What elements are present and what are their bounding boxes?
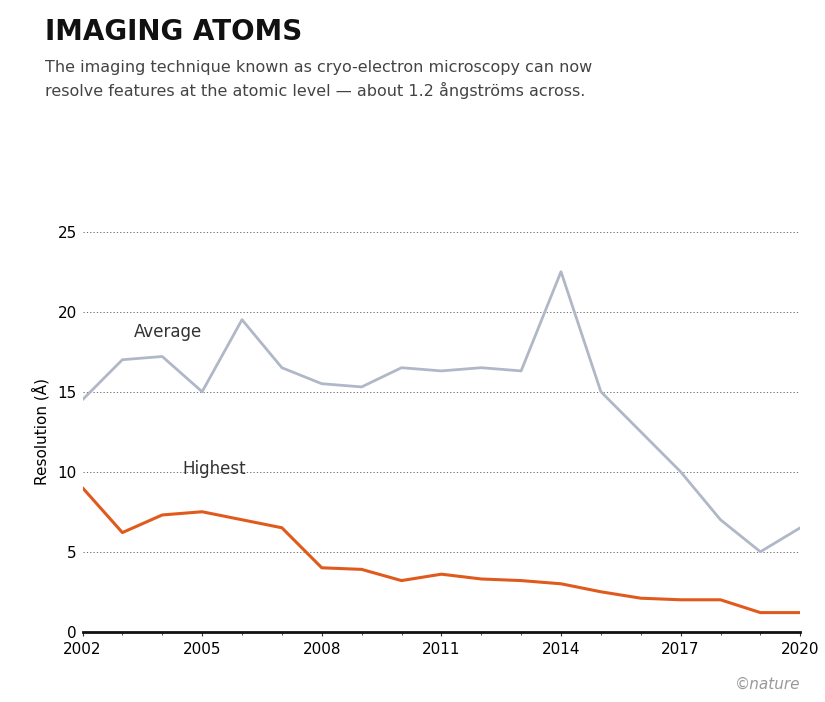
- Y-axis label: Resolution (Å): Resolution (Å): [32, 378, 50, 485]
- Text: IMAGING ATOMS: IMAGING ATOMS: [45, 18, 303, 46]
- Text: Highest: Highest: [182, 461, 246, 478]
- Text: Average: Average: [134, 324, 203, 341]
- Text: ©nature: ©nature: [735, 677, 800, 691]
- Text: The imaging technique known as cryo-electron microscopy can now
resolve features: The imaging technique known as cryo-elec…: [45, 60, 592, 99]
